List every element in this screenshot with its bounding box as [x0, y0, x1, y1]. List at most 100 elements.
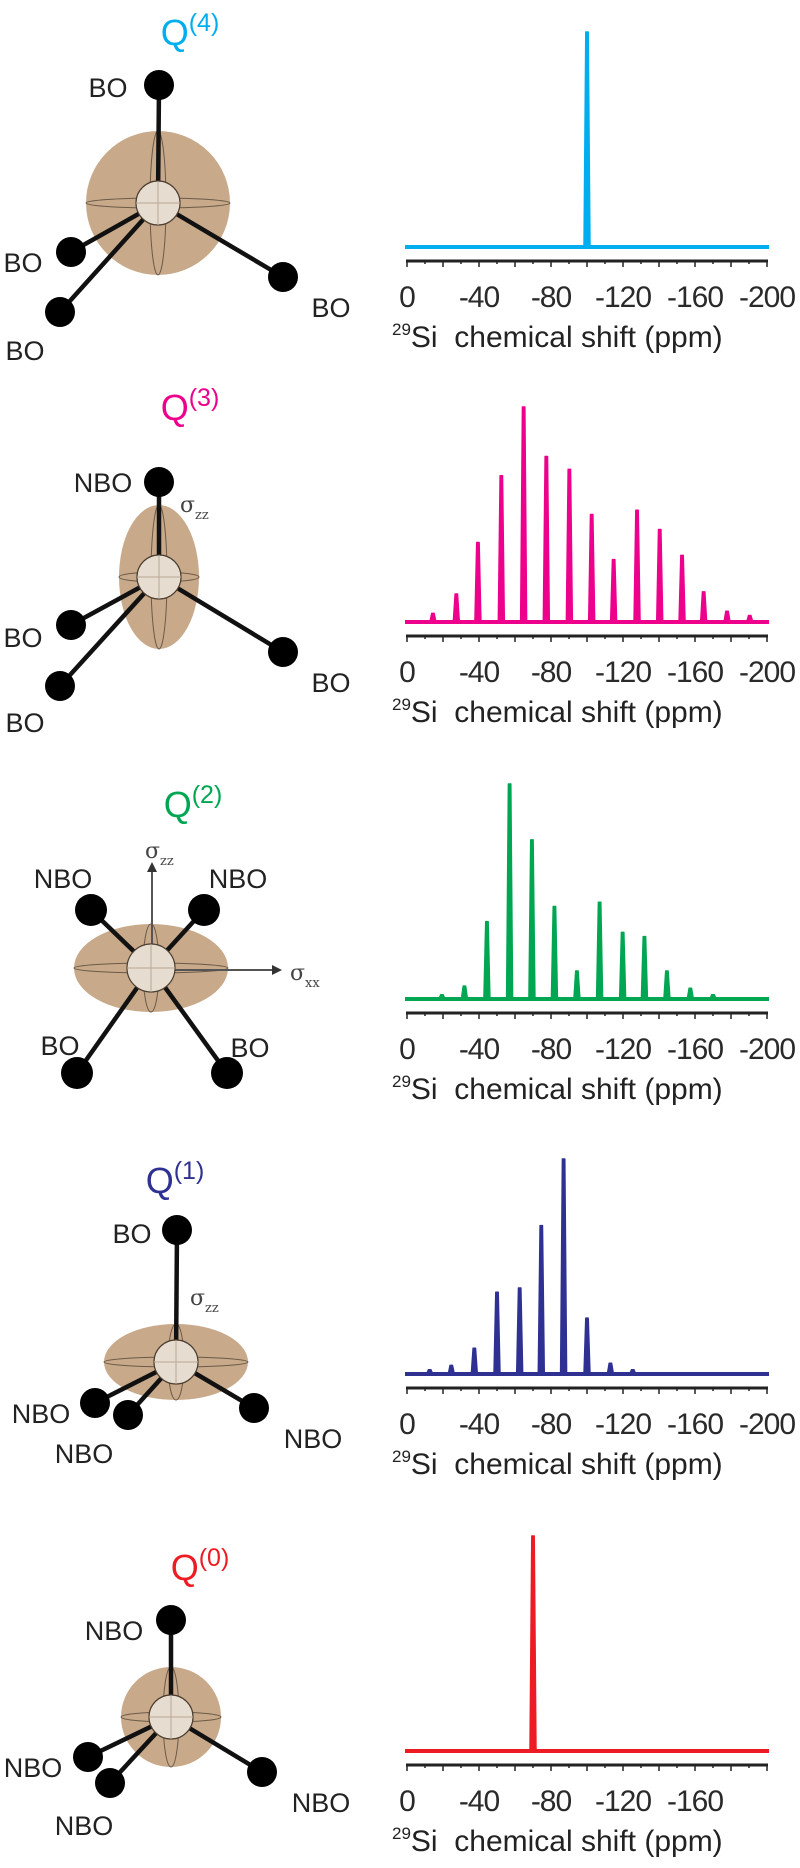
sigma-subscript: zz — [195, 508, 209, 523]
oxygen-label: BO — [5, 708, 44, 738]
oxygen-label: BO — [5, 336, 44, 366]
sigma-subscript: zz — [160, 854, 174, 869]
isotope-mass-superscript: 29 — [392, 1447, 411, 1466]
spectrum-peak — [429, 612, 437, 623]
structure-diagram-3: Q(1) BO NBO NBO NBO σzz — [12, 1157, 343, 1469]
oxygen-label: NBO — [34, 864, 93, 894]
x-tick-label: -120 — [595, 281, 651, 314]
oxygen-atom — [268, 262, 298, 292]
oxygen-atom — [75, 894, 107, 926]
species-title: Q(1) — [146, 1157, 205, 1201]
spectrum-peak — [709, 993, 717, 1000]
spectrum-peak — [537, 1224, 546, 1375]
si-o-bond — [58, 575, 161, 688]
sigma-symbol: σ — [290, 961, 305, 986]
x-tick-label: -80 — [531, 1408, 572, 1441]
structure-diagram-1: Q(3) NBO BO BO BO σzz — [3, 384, 350, 738]
x-axis-title-text: Si chemical shift (ppm) — [411, 1073, 723, 1106]
spectrum-peak — [460, 985, 469, 1000]
oxygen-atom — [188, 894, 220, 926]
oxygen-label: BO — [112, 1219, 151, 1249]
oxygen-atom — [211, 1057, 243, 1089]
spectrum-peak — [678, 554, 686, 623]
spectrum-peak — [483, 920, 491, 1000]
si-o-bond — [156, 201, 285, 279]
tensor-component-label: σxx — [290, 961, 320, 991]
x-axis-title: 29Si chemical shift (ppm) — [392, 1072, 723, 1106]
spectrum-peak — [515, 1287, 524, 1375]
oxygen-atom — [45, 671, 75, 701]
tensor-component-label: σzz — [145, 839, 174, 869]
species-title-superscript: (3) — [189, 384, 220, 412]
species-title: Q(3) — [161, 384, 220, 428]
tensor-component-label: σzz — [190, 1286, 219, 1316]
spectrum-peak — [583, 31, 591, 248]
spectrum-peak — [723, 610, 731, 623]
species-title-base: Q — [171, 1547, 199, 1588]
spectrum-peak — [528, 839, 536, 1000]
oxygen-atom — [73, 1742, 103, 1772]
oxygen-atom — [247, 1757, 277, 1787]
structure-diagram-4: Q(0) NBO NBO NBO NBO — [4, 1544, 351, 1841]
oxygen-label: NBO — [74, 468, 133, 498]
x-axis-title: 29Si chemical shift (ppm) — [392, 1447, 723, 1481]
spectrum-peak — [595, 901, 604, 1000]
spectrum-peak — [529, 1535, 537, 1752]
sigma-symbol: σ — [180, 493, 195, 518]
x-axis-title: 29Si chemical shift (ppm) — [392, 1824, 723, 1858]
oxygen-atom — [56, 610, 86, 640]
spectrum-peak — [425, 1368, 434, 1375]
nmr-spectrum-3: 0 -40 -80 -120 -160 -200 29Si chemical shift (… — [392, 1158, 796, 1481]
spectrum-peak — [686, 987, 695, 1000]
oxygen-label: NBO — [4, 1753, 63, 1783]
species-title: Q(0) — [171, 1544, 230, 1588]
oxygen-label: BO — [230, 1033, 269, 1063]
nmr-spectrum-0: 0 -40 -80 -120 -160 -200 29Si chemical shift (… — [392, 31, 796, 354]
x-tick-label: -80 — [531, 281, 572, 314]
sigma-subscript: xx — [305, 976, 320, 991]
sigma-symbol: σ — [145, 839, 160, 864]
x-tick-label: -80 — [531, 1785, 572, 1818]
species-title-superscript: (4) — [189, 9, 220, 37]
spectrum-peak — [618, 931, 627, 1000]
oxygen-label: NBO — [85, 1616, 144, 1646]
nmr-spectrum-2: 0 -40 -80 -120 -160 -200 29Si chemical shift (… — [392, 783, 796, 1106]
oxygen-label: NBO — [209, 864, 268, 894]
x-tick-label: -120 — [595, 1408, 651, 1441]
oxygen-label: BO — [88, 73, 127, 103]
species-title: Q(4) — [161, 9, 220, 53]
oxygen-label: BO — [40, 1031, 79, 1061]
isotope-mass-superscript: 29 — [392, 320, 411, 339]
x-axis-title: 29Si chemical shift (ppm) — [392, 695, 723, 729]
spectrum-peak — [633, 509, 641, 623]
oxygen-label: BO — [3, 248, 42, 278]
nmr-spectrum-4: 0 -40 -80 -120 -160 29Si chemical shift (ppm) — [392, 1535, 769, 1858]
spectrum-peak — [497, 475, 506, 623]
x-axis-title-text: Si chemical shift (ppm) — [411, 321, 723, 354]
isotope-mass-superscript: 29 — [392, 1072, 411, 1091]
x-tick-label: -160 — [667, 1033, 723, 1066]
spectrum-peak — [452, 593, 461, 623]
arrowhead-icon — [272, 965, 282, 975]
spectrum-peak — [609, 558, 618, 623]
x-axis-title-text: Si chemical shift (ppm) — [411, 1825, 723, 1858]
x-tick-label: -40 — [459, 656, 500, 689]
spectrum-peak — [519, 406, 528, 623]
oxygen-label: NBO — [292, 1788, 351, 1818]
spectrum-peak — [640, 935, 649, 1000]
oxygen-atom — [80, 1388, 110, 1418]
oxygen-atom — [144, 467, 174, 497]
spectrum-peak — [447, 1364, 456, 1375]
x-tick-label: -200 — [739, 656, 795, 689]
x-tick-label: -160 — [667, 1785, 723, 1818]
x-tick-label: -80 — [531, 1033, 572, 1066]
structure-diagram-0: Q(4) BO BO BO BO — [3, 9, 350, 366]
x-tick-label: -120 — [595, 1785, 651, 1818]
spectrum-peak — [655, 528, 664, 623]
x-axis-title-text: Si chemical shift (ppm) — [411, 1448, 723, 1481]
oxygen-atom — [45, 297, 75, 327]
species-title-superscript: (0) — [199, 1544, 230, 1572]
oxygen-label: NBO — [55, 1811, 114, 1841]
isotope-mass-superscript: 29 — [392, 695, 411, 714]
spectrum-peak — [474, 541, 482, 623]
